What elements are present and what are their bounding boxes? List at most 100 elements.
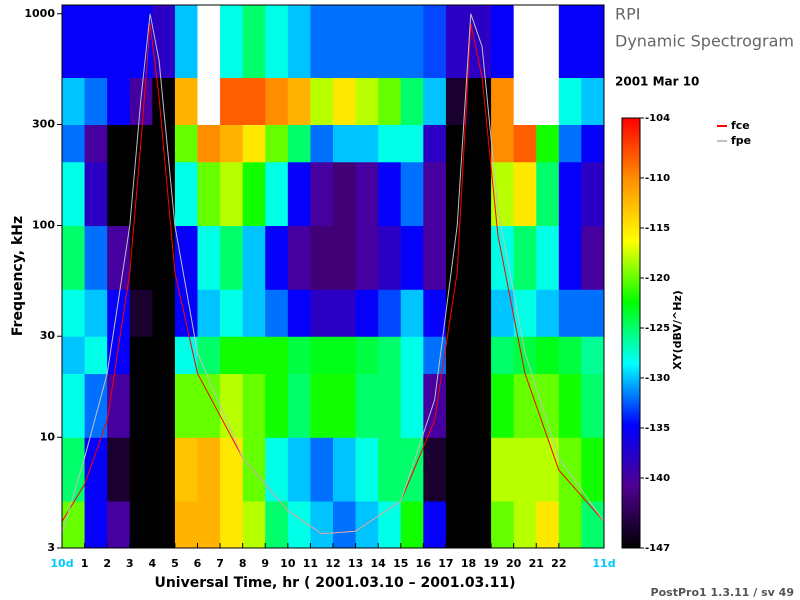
cell — [265, 5, 289, 79]
cell — [513, 501, 537, 549]
cell — [287, 373, 311, 438]
cell — [581, 336, 605, 375]
cell — [152, 77, 176, 125]
cell — [400, 501, 424, 549]
x-tick-label: 10 — [280, 557, 296, 570]
cell — [513, 5, 537, 79]
cell — [287, 501, 311, 549]
cell — [468, 77, 492, 125]
y-tick-label: 10 — [40, 430, 56, 443]
cell — [378, 225, 402, 290]
y-axis-label: Frequency, kHz — [10, 216, 26, 336]
x-tick-label: 11d — [592, 557, 615, 570]
cell — [468, 336, 492, 375]
spectrogram — [62, 5, 605, 549]
cell — [513, 124, 537, 163]
cell — [62, 437, 86, 502]
cell — [355, 124, 379, 163]
cell — [242, 289, 266, 337]
cell — [581, 501, 605, 549]
cell — [62, 373, 86, 438]
cell — [310, 373, 334, 438]
cell — [107, 5, 131, 79]
cell — [242, 501, 266, 549]
cell — [310, 289, 334, 337]
cell — [445, 77, 469, 125]
colorbar-tick-label: -104 — [645, 113, 670, 124]
cell — [378, 124, 402, 163]
cell — [242, 437, 266, 502]
cell — [445, 5, 469, 79]
cell — [333, 161, 357, 227]
cell — [355, 336, 379, 375]
cell — [333, 373, 357, 438]
cell — [84, 289, 108, 337]
x-tick-label: 2 — [103, 557, 111, 570]
cell — [107, 161, 131, 227]
y-tick-label: 1000 — [24, 7, 55, 20]
cell — [152, 336, 176, 375]
x-tick-label: 5 — [171, 557, 179, 570]
cell — [265, 289, 289, 337]
cell — [174, 437, 198, 502]
x-tick-label: 11 — [303, 557, 318, 570]
cell — [310, 225, 334, 290]
cell — [287, 437, 311, 502]
cell — [242, 5, 266, 79]
cell — [197, 437, 221, 502]
cell — [513, 437, 537, 502]
cell — [129, 437, 153, 502]
cell — [333, 124, 357, 163]
cell — [220, 77, 244, 125]
cell — [445, 124, 469, 163]
x-tick-label: 21 — [529, 557, 544, 570]
cell — [197, 5, 221, 79]
y-tick-label: 30 — [40, 329, 56, 342]
cell — [242, 161, 266, 227]
x-tick-label: 6 — [194, 557, 202, 570]
cell — [129, 289, 153, 337]
cell — [287, 289, 311, 337]
cell — [62, 501, 86, 549]
x-tick-label: 12 — [325, 557, 340, 570]
colorbar-tick-label: -115 — [645, 223, 670, 234]
cell — [333, 5, 357, 79]
cell — [129, 373, 153, 438]
cell — [107, 77, 131, 125]
cell — [310, 124, 334, 163]
cell — [378, 77, 402, 125]
colorbar-tick-label: -110 — [645, 173, 670, 184]
cell — [197, 225, 221, 290]
cell — [220, 5, 244, 79]
date-label: 2001 Mar 10 — [615, 75, 699, 89]
cell — [468, 225, 492, 290]
cell — [536, 225, 560, 290]
cell — [220, 289, 244, 337]
cell — [581, 225, 605, 290]
cell — [333, 501, 357, 549]
cell — [174, 124, 198, 163]
chart-subtitle: Dynamic Spectrogram — [615, 32, 794, 51]
colorbar-tick-label: -125 — [645, 323, 670, 334]
chart-title: RPI — [615, 5, 640, 24]
x-tick-label: 14 — [371, 557, 387, 570]
cell — [423, 77, 447, 125]
legend-label: fce — [731, 119, 750, 132]
cell — [445, 373, 469, 438]
cell — [242, 336, 266, 375]
cell — [536, 289, 560, 337]
cell — [378, 161, 402, 227]
cell — [107, 336, 131, 375]
cell — [84, 437, 108, 502]
cell — [445, 289, 469, 337]
cell — [197, 289, 221, 337]
cell — [152, 124, 176, 163]
cell — [581, 161, 605, 227]
cell — [400, 77, 424, 125]
cell — [355, 77, 379, 125]
x-tick-label: 8 — [239, 557, 247, 570]
cell — [423, 437, 447, 502]
cell — [287, 5, 311, 79]
cell — [84, 77, 108, 125]
x-tick-label: 20 — [506, 557, 522, 570]
